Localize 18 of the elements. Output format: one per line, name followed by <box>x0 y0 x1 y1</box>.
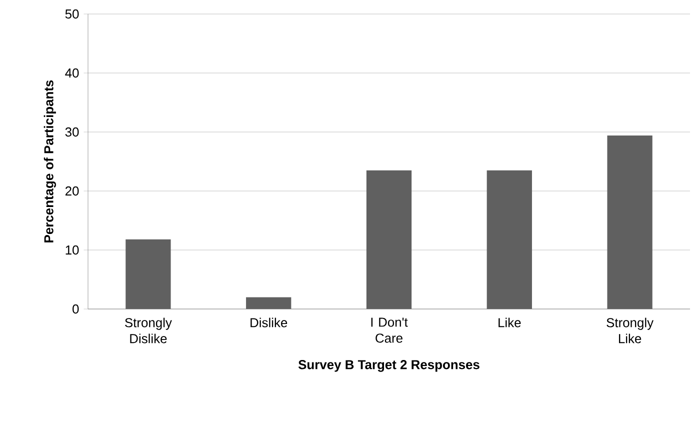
x-tick-label: Strongly Like <box>606 318 654 344</box>
bar <box>486 170 532 309</box>
x-axis-title: Survey B Target 2 Responses <box>298 360 480 372</box>
x-tick-label: Like <box>498 318 521 328</box>
y-tick-label: 30 <box>65 127 79 137</box>
y-tick-label: 0 <box>72 304 79 314</box>
x-tick-label: I Don't Care <box>371 318 408 343</box>
bar <box>366 170 412 309</box>
x-tick-label: Strongly Dislike <box>125 318 172 344</box>
y-tick-label: 10 <box>66 245 79 255</box>
bar <box>607 136 652 309</box>
y-tick-label: 20 <box>65 186 79 196</box>
y-tick-label: 50 <box>65 9 79 19</box>
x-tick-label: Dislike <box>250 318 288 328</box>
y-axis-title: Percentage of Participants <box>44 80 56 242</box>
bar <box>246 297 292 309</box>
bar <box>126 239 171 309</box>
y-tick-label: 40 <box>65 68 79 78</box>
